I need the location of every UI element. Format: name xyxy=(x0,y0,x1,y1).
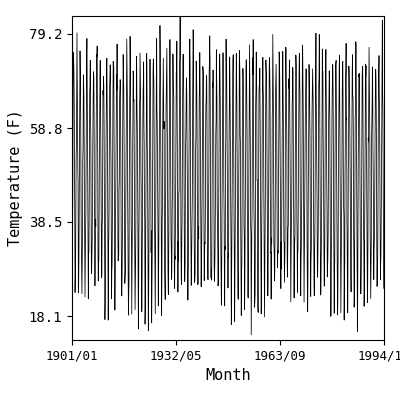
X-axis label: Month: Month xyxy=(205,368,251,383)
Y-axis label: Temperature (F): Temperature (F) xyxy=(8,110,23,246)
